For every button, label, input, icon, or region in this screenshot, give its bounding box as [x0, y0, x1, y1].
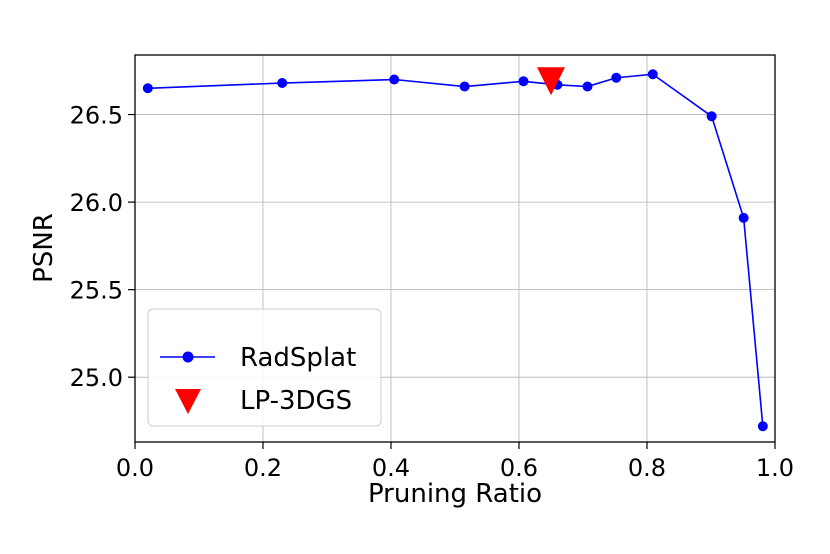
data-point	[277, 78, 288, 89]
y-tick-label: 25.5	[70, 277, 123, 305]
legend-lp3dgs-label: LP-3DGS	[240, 386, 352, 416]
y-tick-label: 26.5	[70, 102, 123, 130]
data-point	[611, 72, 622, 83]
y-tick-label: 25.0	[70, 364, 123, 392]
legend-radsplat-label: RadSplat	[240, 343, 356, 373]
series-line-0	[147, 73, 764, 427]
legend: RadSplat LP-3DGS	[147, 308, 382, 427]
x-tick-label: 0.4	[372, 454, 410, 482]
data-point	[757, 421, 768, 432]
data-point	[706, 111, 717, 122]
x-axis-label: Pruning Ratio	[368, 479, 542, 509]
legend-radsplat-marker	[182, 351, 194, 363]
x-tick-label: 0.6	[500, 454, 538, 482]
series-layer	[142, 67, 768, 432]
data-point	[738, 212, 749, 223]
data-point	[459, 81, 470, 92]
lp3dgs-marker	[537, 67, 565, 96]
x-tick-label: 0.0	[116, 454, 154, 482]
axis-ticks: 0.0 0.2 0.4 0.6 0.8 1.0 25.0 25.5 26.0 26.5	[70, 102, 795, 482]
x-tick-label: 0.8	[628, 454, 666, 482]
data-point	[647, 69, 658, 80]
data-point	[142, 83, 153, 94]
plot-frame	[134, 54, 776, 443]
x-tick-label: 1.0	[756, 454, 794, 482]
y-axis-label: PSNR	[29, 213, 59, 283]
data-point	[582, 81, 593, 92]
legend-box	[147, 308, 382, 427]
data-point	[518, 76, 529, 87]
data-point	[389, 74, 400, 85]
legend-lp3dgs-marker	[175, 389, 201, 414]
y-tick-label: 26.0	[70, 189, 123, 217]
x-tick-label: 0.2	[244, 454, 282, 482]
